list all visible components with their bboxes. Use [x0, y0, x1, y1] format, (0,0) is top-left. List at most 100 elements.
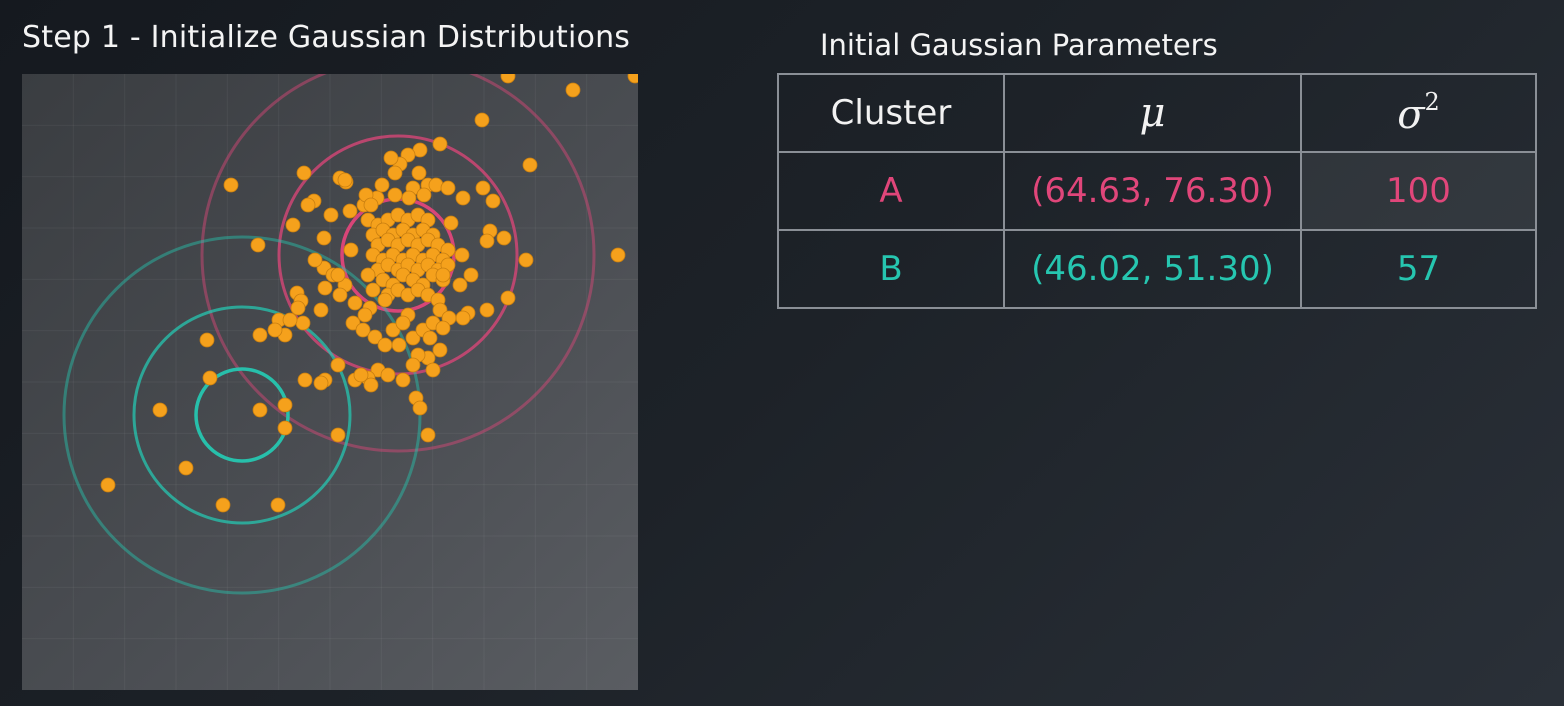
data-point [330, 427, 346, 443]
data-point [387, 165, 403, 181]
data-point [377, 337, 393, 353]
data-point [307, 252, 323, 268]
data-point [443, 215, 459, 231]
data-point [152, 402, 168, 418]
scatter-plot [22, 74, 638, 690]
cluster-a-contour-outer [200, 74, 596, 453]
mu-symbol: μ [1139, 90, 1166, 136]
data-point [395, 372, 411, 388]
data-point [405, 330, 421, 346]
header-mu: μ [1003, 73, 1302, 153]
data-point [395, 315, 411, 331]
data-point [420, 427, 436, 443]
data-point [405, 357, 421, 373]
data-point [252, 327, 268, 343]
data-point [374, 177, 390, 193]
data-point [313, 302, 329, 318]
data-point [316, 230, 332, 246]
data-point [380, 367, 396, 383]
data-point [432, 136, 448, 152]
data-point [296, 165, 312, 181]
data-point [297, 372, 313, 388]
data-point [285, 217, 301, 233]
table-header-row: Cluster μ σ2 [777, 73, 1537, 153]
data-point [250, 237, 266, 253]
data-point [360, 267, 376, 283]
data-point [565, 82, 581, 98]
data-point [342, 203, 358, 219]
cluster-a-mu: (64.63, 76.30) [1003, 151, 1302, 231]
data-point [277, 420, 293, 436]
header-sigma-squared: σ2 [1300, 73, 1537, 153]
data-point [411, 165, 427, 181]
data-point [202, 370, 218, 386]
data-point [500, 290, 516, 306]
data-point [387, 187, 403, 203]
data-point [479, 233, 495, 249]
data-point [422, 330, 438, 346]
data-point [440, 180, 456, 196]
cluster-b-contour-middle [132, 305, 352, 525]
cluster-a-label: A [777, 151, 1005, 231]
data-point [330, 357, 346, 373]
step-title: Step 1 - Initialize Gaussian Distributio… [22, 20, 631, 55]
data-point [452, 277, 468, 293]
data-point [425, 362, 441, 378]
data-point [463, 267, 479, 283]
data-point [367, 329, 383, 345]
data-point [215, 497, 231, 513]
data-point [377, 292, 393, 308]
data-point [290, 300, 306, 316]
data-point [401, 190, 417, 206]
data-point [223, 177, 239, 193]
data-point [300, 197, 316, 213]
data-point [416, 187, 432, 203]
data-point [454, 247, 470, 263]
table-title: Initial Gaussian Parameters [820, 28, 1218, 62]
data-point [277, 397, 293, 413]
data-point [496, 230, 512, 246]
data-point [357, 307, 373, 323]
data-point [330, 267, 346, 283]
data-point [485, 193, 501, 209]
table-row: A (64.63, 76.30) 100 [777, 151, 1537, 231]
cluster-b-variance: 57 [1300, 229, 1537, 309]
data-point [337, 172, 353, 188]
cluster-b-mu: (46.02, 51.30) [1003, 229, 1302, 309]
cluster-b-label: B [777, 229, 1005, 309]
data-point [343, 242, 359, 258]
data-point [432, 342, 448, 358]
data-point [610, 247, 626, 263]
data-point [347, 295, 363, 311]
data-point [365, 282, 381, 298]
table-row: B (46.02, 51.30) 57 [777, 229, 1537, 309]
data-point [435, 267, 451, 283]
data-point [475, 180, 491, 196]
data-point [313, 375, 329, 391]
data-point [474, 112, 490, 128]
data-point [518, 252, 534, 268]
header-cluster: Cluster [777, 73, 1005, 153]
sigma-exponent: 2 [1424, 88, 1440, 116]
data-point [363, 377, 379, 393]
parameters-table: Cluster μ σ2 A (64.63, 76.30) 100 B (46.… [777, 73, 1537, 309]
data-point [282, 312, 298, 328]
data-point [267, 322, 283, 338]
data-point [455, 190, 471, 206]
data-point [100, 477, 116, 493]
data-point [627, 74, 638, 84]
data-point [391, 337, 407, 353]
data-point [522, 157, 538, 173]
data-point [455, 310, 471, 326]
data-point [252, 402, 268, 418]
data-point [355, 322, 371, 338]
sigma-symbol: σ [1397, 92, 1425, 138]
data-point [178, 460, 194, 476]
data-point [412, 400, 428, 416]
cluster-a-variance: 100 [1300, 151, 1537, 231]
cluster-a-contour-middle [277, 134, 519, 376]
data-point [353, 367, 369, 383]
data-point [479, 302, 495, 318]
data-point [500, 74, 516, 84]
data-point [363, 197, 379, 213]
